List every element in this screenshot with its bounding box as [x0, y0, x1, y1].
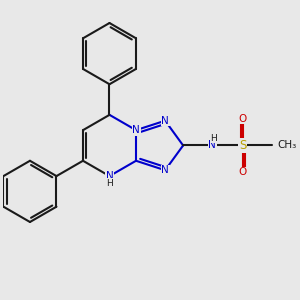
Text: N: N: [161, 165, 169, 175]
Text: H: H: [106, 179, 113, 188]
Text: N: N: [132, 125, 140, 135]
Text: O: O: [239, 167, 247, 177]
Text: H: H: [210, 134, 217, 142]
Text: N: N: [106, 171, 113, 181]
Text: N: N: [161, 116, 169, 126]
Text: O: O: [239, 113, 247, 124]
Text: S: S: [239, 139, 247, 152]
Text: CH₃: CH₃: [277, 140, 296, 151]
Text: N: N: [208, 140, 216, 151]
